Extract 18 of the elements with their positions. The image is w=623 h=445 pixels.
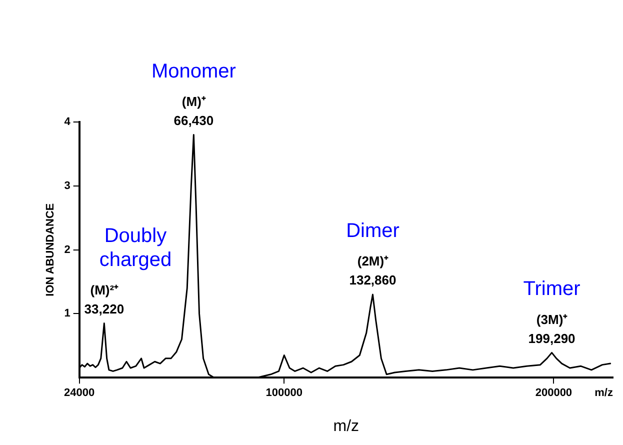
annotation: (M)⁺ 66,430 (174, 94, 214, 128)
annotation: Dimer (346, 220, 400, 242)
x-tick-label: 200000 (535, 387, 572, 400)
annotation: (2M)⁺ 132,860 (349, 254, 396, 288)
x-axis-title: m/z (333, 418, 360, 435)
annotation: Trimer (523, 278, 581, 300)
y-axis-title: ION ABUNDANCE (44, 203, 57, 296)
x-tick-label: 100000 (266, 387, 303, 400)
y-tick-label: 1 (64, 308, 70, 320)
annotation: (M)²⁺ 33,220 (84, 282, 124, 316)
text: Monomer (151, 60, 236, 82)
annotation: Doubly charged (99, 224, 172, 271)
y-tick-label: 4 (64, 116, 72, 128)
x-tick-label: 24000 (64, 387, 95, 400)
y-tick-label: 2 (64, 244, 70, 256)
y-tick-label: 3 (64, 180, 70, 192)
annotation: (3M)⁺ 199,290 (528, 312, 576, 346)
text: m/z (594, 387, 614, 400)
